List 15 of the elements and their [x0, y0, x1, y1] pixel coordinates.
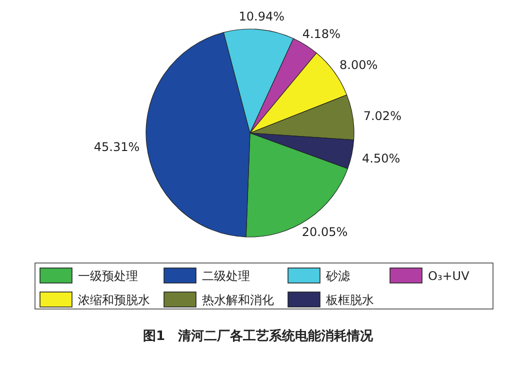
legend-label: 热水解和消化: [202, 293, 274, 307]
data-label: 45.31%: [94, 140, 140, 154]
data-label: 4.18%: [302, 27, 340, 42]
legend-label: 二级处理: [202, 269, 250, 283]
legend-label: 板框脱水: [325, 293, 374, 307]
legend-label: O₃+UV: [428, 269, 470, 283]
data-label: 4.50%: [362, 151, 400, 166]
text: 图1 清河二厂各工艺系统电能消耗情况: [142, 328, 374, 344]
legend-label: 一级预处理: [78, 269, 138, 283]
data-label: 20.05%: [302, 224, 348, 239]
data-label: 8.00%: [340, 58, 378, 72]
legend-label: 浓缩和预脱水: [78, 293, 150, 307]
data-label: 10.94%: [238, 9, 285, 24]
data-label: 7.02%: [363, 108, 402, 123]
legend-label: 砂滤: [325, 269, 350, 283]
